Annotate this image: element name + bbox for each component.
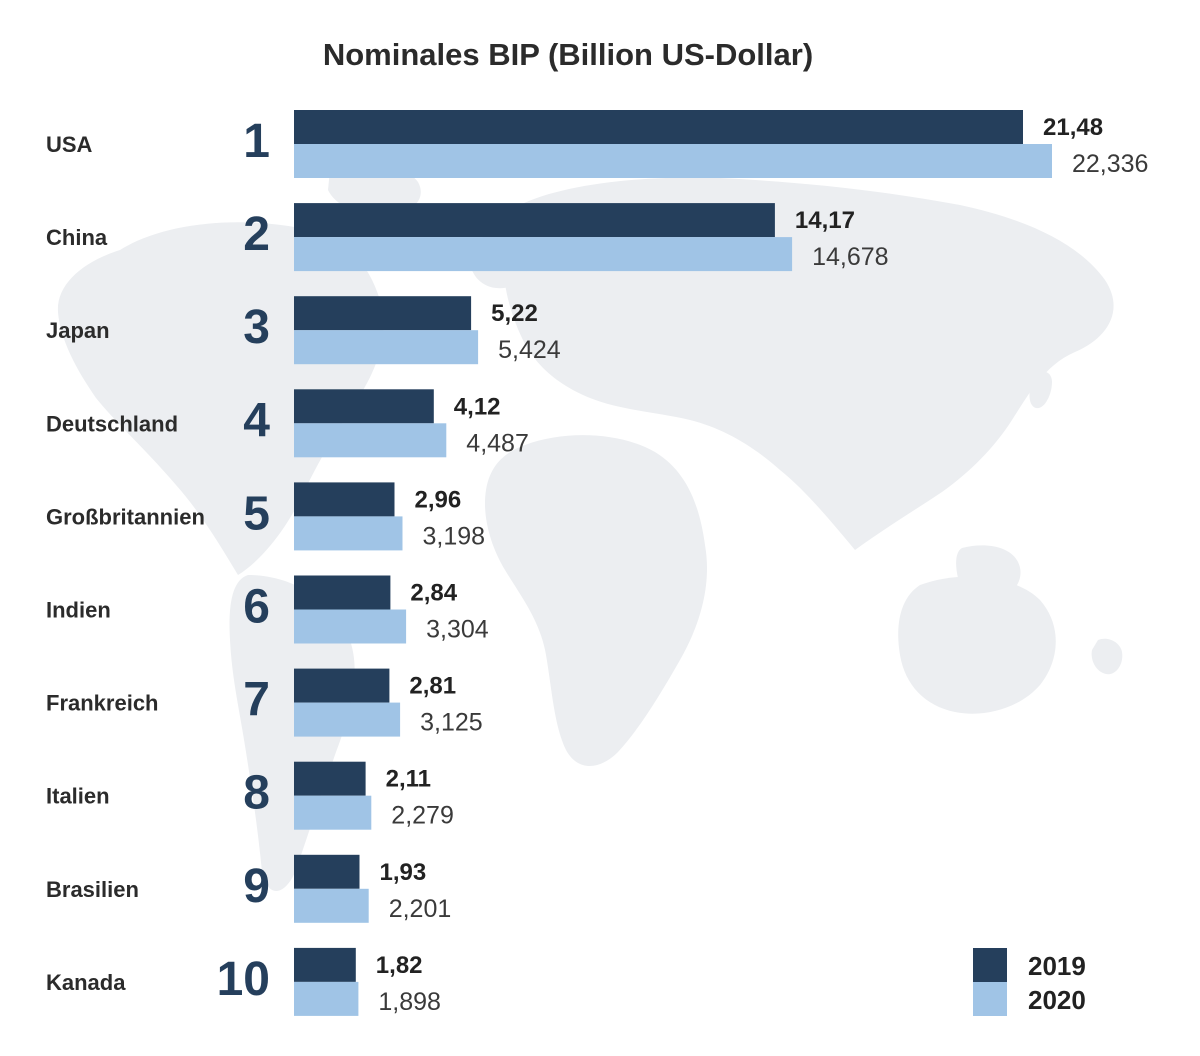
legend-swatch: [973, 948, 1007, 982]
bar-2019: [294, 482, 395, 517]
chart-row: USA 1 21,48 22,336: [46, 110, 1148, 178]
legend-item: 2019: [973, 948, 1086, 982]
bar-2019-value-label: 2,96: [415, 486, 462, 513]
bar-2020-value-label: 14,678: [812, 243, 888, 271]
country-label: Großbritannien: [46, 504, 205, 529]
bar-2020-value-label: 3,304: [426, 616, 489, 644]
country-label: Indien: [46, 598, 111, 623]
country-label: Deutschland: [46, 411, 178, 436]
rank-number: 4: [243, 394, 270, 447]
bar-2020-value-label: 3,198: [423, 522, 486, 550]
legend-swatch: [973, 982, 1007, 1016]
bar-2019: [294, 203, 775, 238]
chart-row: Deutschland 4 4,12 4,487: [46, 389, 529, 458]
bar-2020-value-label: 1,898: [378, 988, 441, 1016]
chart-row: Indien 6 2,84 3,304: [46, 575, 489, 644]
chart-row: Italien 8 2,11 2,279: [46, 761, 454, 830]
bar-2019-value-label: 2,81: [409, 673, 456, 700]
country-label: Japan: [46, 318, 110, 343]
bar-2019-value-label: 21,48: [1043, 114, 1103, 141]
bar-2019-value-label: 14,17: [795, 207, 855, 234]
bar-2020: [294, 237, 793, 272]
bar-2020: [294, 795, 372, 830]
rank-number: 8: [243, 767, 270, 820]
rank-number: 7: [243, 674, 270, 727]
chart-row: Kanada 10 1,82 1,898: [46, 947, 441, 1016]
legend-item: 2020: [973, 982, 1086, 1016]
chart-row: China 2 14,17 14,678: [46, 203, 889, 272]
bar-2019: [294, 947, 356, 982]
bar-2020: [294, 330, 479, 365]
bar-2019: [294, 389, 434, 424]
bar-2019-value-label: 5,22: [491, 300, 538, 327]
rank-number: 5: [243, 487, 270, 540]
bar-2020-value-label: 2,201: [389, 895, 452, 923]
bar-2020: [294, 888, 369, 923]
bar-2020: [294, 609, 407, 644]
bar-2020: [294, 516, 403, 551]
chart-legend: 2019 2020: [973, 948, 1086, 1016]
country-label: Brasilien: [46, 877, 139, 902]
rank-number: 6: [243, 581, 270, 634]
chart-row: Frankreich 7 2,81 3,125: [46, 668, 483, 737]
bar-2020-value-label: 3,125: [420, 709, 483, 737]
bar-2020: [294, 702, 401, 737]
bar-2019-value-label: 2,11: [386, 766, 431, 793]
country-label: Kanada: [46, 970, 126, 995]
chart-title: Nominales BIP (Billion US-Dollar): [323, 37, 813, 72]
chart-row: Japan 3 5,22 5,424: [46, 296, 561, 365]
bar-2019: [294, 575, 391, 610]
legend-label: 2020: [1028, 985, 1086, 1015]
chart-row: Großbritannien 5 2,96 3,198: [46, 482, 486, 551]
bar-2019-value-label: 4,12: [454, 393, 501, 420]
bar-2019: [294, 854, 360, 889]
bar-2019: [294, 761, 366, 796]
bar-2019-value-label: 1,82: [376, 952, 423, 979]
bar-2020-value-label: 2,279: [391, 802, 454, 830]
rank-number: 2: [243, 208, 270, 261]
bar-2019: [294, 296, 472, 331]
chart-rows: USA 1 21,48 22,336 China 2 14,17 14,678 Japan 3 5,…: [46, 110, 1148, 1016]
bar-2020: [294, 423, 447, 458]
legend-label: 2019: [1028, 951, 1086, 981]
bar-2019: [294, 110, 1023, 144]
bar-2020: [294, 144, 1052, 178]
rank-number: 3: [243, 301, 270, 354]
rank-number: 9: [243, 860, 270, 913]
bar-2020-value-label: 22,336: [1072, 150, 1148, 178]
country-label: China: [46, 225, 108, 250]
chart-row: Brasilien 9 1,93 2,201: [46, 854, 452, 923]
bar-2019: [294, 668, 390, 703]
country-label: Frankreich: [46, 691, 159, 716]
bar-2020-value-label: 5,424: [498, 336, 561, 364]
rank-number: 10: [217, 953, 270, 1006]
country-label: Italien: [46, 784, 110, 809]
bar-2020: [294, 981, 359, 1016]
rank-number: 1: [243, 115, 270, 168]
country-label: USA: [46, 132, 93, 157]
bar-2020-value-label: 4,487: [466, 429, 529, 457]
bar-2019-value-label: 1,93: [380, 859, 427, 886]
world-map-background: [57, 164, 1123, 891]
bar-2019-value-label: 2,84: [410, 580, 457, 607]
